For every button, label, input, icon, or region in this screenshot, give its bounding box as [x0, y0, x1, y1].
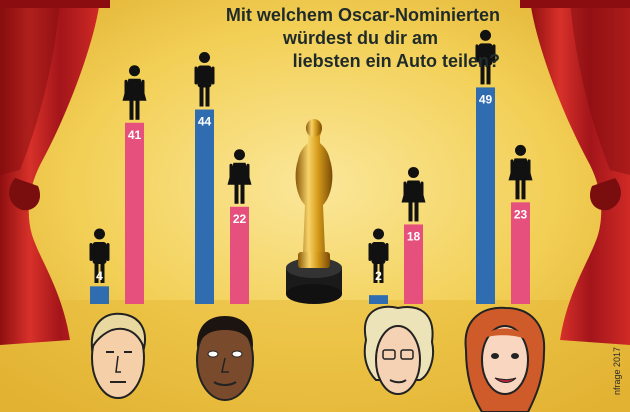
- survey-credit: nfrage 2017: [612, 346, 622, 395]
- value-label-emma-series-1: 49: [479, 92, 493, 106]
- oscar-statuette-icon: [286, 119, 342, 304]
- title-line-1: Mit welchem Oscar-Nominierten: [225, 5, 500, 25]
- bar-ryan-series-1: [90, 286, 109, 304]
- stage-curtain-icon-right: [520, 0, 630, 345]
- man-icon-emma: [475, 29, 496, 85]
- man-icon-meryl: [368, 228, 389, 283]
- woman-icon-meryl: [401, 166, 426, 222]
- bar-emma-series-1: [476, 87, 495, 304]
- face-portrait-icon-denzel: [196, 316, 254, 401]
- woman-icon-denzel: [227, 149, 252, 204]
- bars-layer: [90, 87, 530, 305]
- bar-emma-series-2: [511, 202, 530, 304]
- bar-meryl-series-2: [404, 224, 423, 304]
- value-label-emma-series-2: 23: [514, 207, 528, 221]
- man-icon-ryan: [89, 228, 110, 283]
- icons-layer: [89, 29, 533, 283]
- title-line-2: würdest du dir am: [282, 28, 438, 48]
- bar-denzel-series-1: [195, 109, 214, 305]
- bar-ryan-series-2: [125, 122, 144, 304]
- bar-meryl-series-1: [369, 295, 388, 304]
- face-portrait-icon-emma: [464, 306, 546, 412]
- bar-denzel-series-2: [230, 206, 249, 304]
- man-icon-denzel: [194, 52, 215, 107]
- face-portrait-icon-ryan: [90, 312, 146, 399]
- value-label-ryan-series-2: 41: [128, 128, 142, 142]
- title-line-3: liebsten ein Auto teilen?: [292, 51, 500, 71]
- chart-title: Mit welchem Oscar-Nominierten würdest du…: [130, 4, 500, 73]
- value-label-meryl-series-1: 2: [375, 269, 382, 283]
- woman-icon-emma: [508, 144, 533, 200]
- face-portrait-icon-meryl: [363, 305, 434, 395]
- value-label-meryl-series-2: 18: [407, 229, 421, 243]
- value-label-denzel-series-1: 44: [198, 115, 212, 129]
- value-label-ryan-series-1: 4: [96, 269, 103, 283]
- value-label-denzel-series-2: 22: [233, 212, 247, 226]
- woman-icon-ryan: [122, 65, 147, 120]
- stage-curtain-icon-left: [0, 0, 110, 345]
